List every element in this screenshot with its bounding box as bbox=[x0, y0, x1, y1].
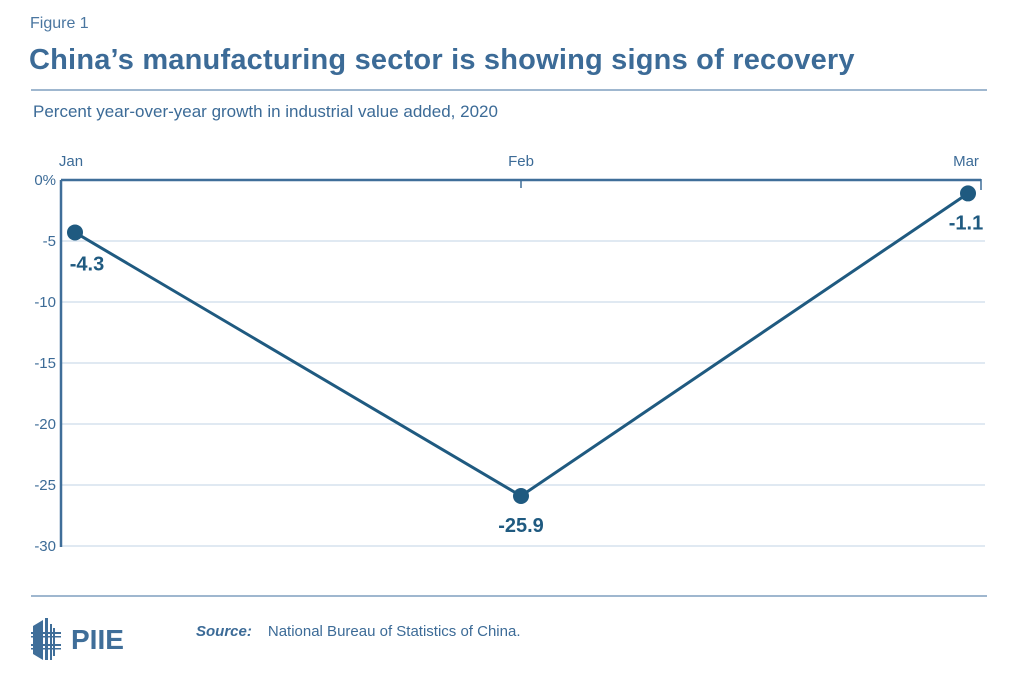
data-point bbox=[513, 487, 529, 504]
x-tick-label: Feb bbox=[508, 153, 534, 170]
chart-title: China’s manufacturing sector is showing … bbox=[29, 44, 855, 76]
x-tick-label: Mar bbox=[953, 153, 979, 170]
x-tick-label: Jan bbox=[59, 153, 83, 170]
data-points bbox=[67, 185, 976, 504]
data-point bbox=[67, 224, 83, 241]
y-tick-label: -25 bbox=[34, 477, 56, 494]
y-tick-label: -5 bbox=[43, 233, 56, 250]
y-tick-label: -30 bbox=[34, 538, 56, 555]
source-text: National Bureau of Statistics of China. bbox=[267, 623, 521, 640]
source-note: Source: National Bureau of Statistics of … bbox=[196, 623, 521, 640]
line-chart: 0%-5-10-15-20-25-30 Jan Feb Mar -4.3-25.9-… bbox=[34, 153, 985, 555]
series-line bbox=[74, 192, 969, 498]
chart-subtitle: Percent year-over-year growth in industr… bbox=[33, 102, 498, 121]
data-label: -4.3 bbox=[70, 253, 104, 275]
data-label: -25.9 bbox=[498, 515, 544, 537]
y-axis-ticks: 0% -5 -10 -15 -20 -25 -30 bbox=[34, 172, 56, 555]
logo-text: PIIE bbox=[71, 624, 124, 655]
title-divider bbox=[31, 89, 987, 91]
building-icon: PIIE bbox=[31, 618, 124, 660]
piie-logo: PIIE bbox=[31, 616, 141, 665]
data-label: -1.1 bbox=[949, 212, 983, 234]
x-axis: Jan Feb Mar bbox=[59, 153, 982, 190]
gridlines bbox=[61, 240, 985, 547]
footer-divider bbox=[31, 595, 987, 597]
source-label: Source: bbox=[196, 623, 252, 640]
y-tick-label: -15 bbox=[34, 355, 56, 372]
y-tick-label: 0% bbox=[34, 172, 56, 189]
data-labels: -4.3 -25.9 -1.1 bbox=[70, 212, 983, 537]
y-tick-label: -10 bbox=[34, 294, 56, 311]
figure-label: Figure 1 bbox=[30, 15, 89, 32]
y-tick-label: -20 bbox=[34, 416, 56, 433]
data-point bbox=[960, 185, 976, 202]
